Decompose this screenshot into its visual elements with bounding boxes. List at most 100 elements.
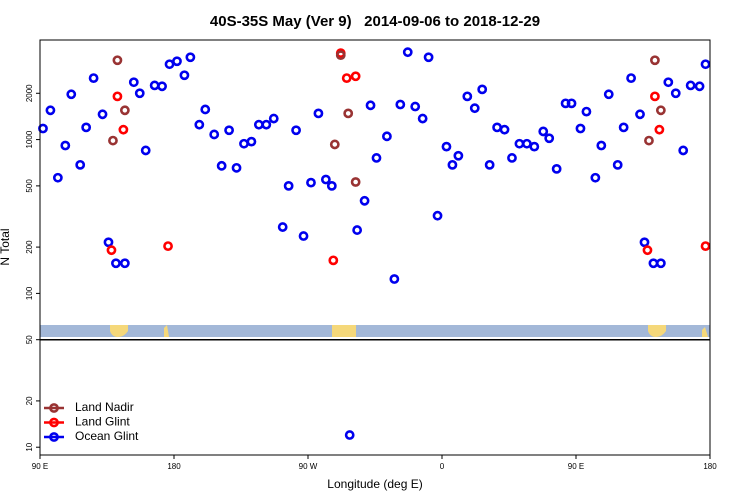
chart-title: 40S-35S May (Ver 9) 2014-09-06 to 2018-1… [210, 13, 540, 30]
data-point [52, 172, 63, 183]
data-point [453, 150, 464, 161]
data-point [544, 133, 555, 144]
x-tick-label: 180 [167, 462, 181, 471]
data-point [38, 123, 48, 134]
data-point [119, 258, 130, 269]
data-point [111, 258, 121, 269]
data-point [268, 113, 279, 124]
data-point [179, 70, 190, 81]
data-point [529, 141, 540, 152]
land-strip [648, 325, 666, 337]
data-point [612, 159, 623, 170]
y-tick-label: 200 [25, 240, 34, 254]
data-point [678, 145, 689, 156]
data-point [350, 71, 361, 82]
y-tick-label: 20 [25, 396, 34, 405]
data-point [81, 122, 92, 133]
data-point [341, 73, 352, 84]
data-point [134, 88, 145, 99]
data-point [344, 430, 355, 440]
ocean-strip [40, 325, 710, 337]
data-point [655, 105, 666, 116]
land-strip [110, 325, 128, 337]
data-point [60, 140, 71, 151]
data-point [200, 104, 211, 115]
data-point [663, 77, 674, 88]
y-tick-label: 10 [25, 442, 34, 451]
y-tick-label: 100 [25, 286, 34, 300]
legend-marker [49, 417, 59, 428]
data-point [395, 99, 406, 110]
data-point [298, 231, 309, 241]
data-point [108, 135, 118, 146]
x-tick-label: 90 E [32, 462, 48, 471]
data-point [157, 81, 167, 92]
data-point [224, 125, 234, 136]
y-axis-label: N Total [0, 228, 12, 265]
data-point [172, 56, 182, 67]
data-point [365, 100, 376, 111]
data-point [575, 123, 586, 134]
data-point [216, 160, 227, 171]
data-point [306, 177, 316, 188]
data-point [112, 55, 123, 66]
data-point [97, 109, 108, 120]
data-point [655, 258, 666, 269]
data-point [261, 119, 272, 130]
data-point [88, 73, 99, 84]
data-point [231, 162, 242, 173]
data-point [382, 131, 392, 142]
legend-label: Ocean Glint [75, 429, 139, 443]
data-point [581, 106, 592, 117]
data-point [635, 109, 645, 120]
data-point [603, 89, 614, 100]
data-point [685, 80, 696, 91]
data-point [350, 177, 361, 187]
data-point [654, 124, 665, 135]
data-point [343, 108, 354, 119]
x-axis-label: Longitude (deg E) [327, 477, 422, 491]
land-strip [702, 327, 708, 337]
data-point [477, 84, 488, 95]
data-point [246, 136, 257, 147]
y-tick-label: 1000 [25, 130, 34, 148]
data-point [335, 50, 346, 61]
data-point [551, 163, 562, 174]
data-point [106, 245, 117, 256]
x-tick-label: 90 E [568, 462, 584, 471]
x-tick-label: 90 W [299, 462, 318, 471]
data-point [66, 89, 77, 100]
data-point [371, 153, 382, 163]
data-point [447, 159, 458, 170]
data-point [329, 139, 340, 150]
data-point [441, 141, 452, 152]
data-point [626, 73, 636, 84]
y-tick-label: 50 [25, 335, 34, 344]
data-point [112, 91, 123, 102]
legend-marker [49, 403, 59, 413]
data-point [313, 108, 324, 119]
x-tick-label: 0 [440, 462, 445, 471]
data-point [596, 140, 607, 151]
legend-label: Land Glint [75, 415, 130, 429]
data-point [402, 47, 413, 58]
data-point [140, 145, 151, 156]
data-point [185, 52, 196, 63]
data-point [644, 135, 654, 146]
data-point [194, 119, 205, 130]
data-point [566, 98, 577, 109]
data-point [618, 122, 629, 133]
data-point [694, 81, 705, 92]
data-point [103, 237, 114, 248]
data-point [209, 129, 220, 140]
data-point [326, 180, 337, 191]
data-point [499, 124, 510, 135]
data-point [432, 210, 443, 221]
y-tick-label: 500 [25, 179, 34, 193]
data-point [507, 153, 517, 163]
data-point [469, 103, 480, 114]
data-point [590, 172, 601, 183]
land-strip [164, 325, 169, 337]
data-point [423, 52, 434, 63]
